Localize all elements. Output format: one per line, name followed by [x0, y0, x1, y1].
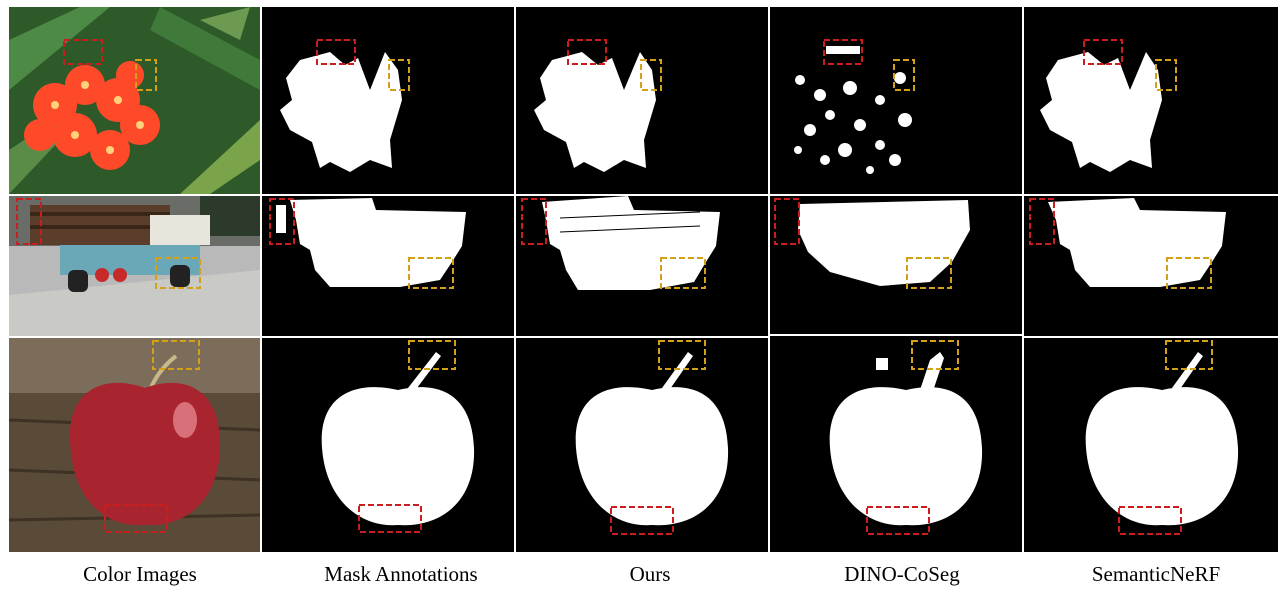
caption-dino-coseg: DINO-CoSeg — [844, 562, 960, 586]
flower-photo — [9, 7, 260, 194]
mask-annotations-apple — [262, 338, 514, 552]
caption-ours: Ours — [629, 562, 671, 586]
semanticnerf-truck — [1024, 196, 1278, 336]
semanticnerf-column — [1024, 7, 1278, 552]
color-images-column — [8, 7, 261, 552]
ours-truck — [516, 196, 768, 336]
dino-coseg-truck — [770, 196, 1022, 334]
caption-semanticnerf: SemanticNeRF — [1091, 562, 1221, 586]
dino-coseg-column — [770, 7, 1022, 552]
ours-column — [516, 7, 768, 552]
mask-annotations-flower — [262, 7, 514, 194]
caption-mask-annotations: Mask Annotations — [324, 562, 478, 586]
mask-annotations-truck — [262, 196, 514, 336]
dino-coseg-apple — [770, 336, 1022, 552]
apple-photo — [8, 338, 261, 552]
truck-photo — [9, 196, 260, 336]
ours-flower — [516, 7, 768, 194]
ours-apple — [516, 338, 768, 552]
semanticnerf-apple — [1024, 338, 1278, 552]
caption-color-images: Color Images — [83, 562, 197, 586]
dino-coseg-flower — [770, 7, 1022, 194]
semanticnerf-flower — [1024, 7, 1278, 194]
mask-annotations-column — [262, 7, 514, 552]
